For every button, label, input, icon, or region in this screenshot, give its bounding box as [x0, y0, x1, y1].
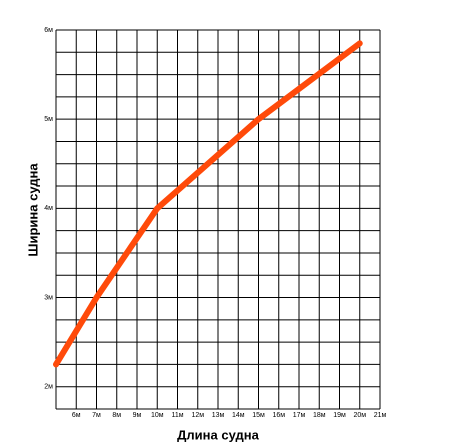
x-tick-label: 16м	[272, 412, 285, 419]
x-tick-label: 17м	[293, 412, 306, 419]
y-tick-label: 4м	[44, 205, 53, 212]
x-tick-label: 7м	[92, 412, 101, 419]
data-line	[53, 40, 363, 368]
y-tick-label: 5м	[44, 116, 53, 123]
x-tick-label: 20м	[353, 412, 366, 419]
y-tick-label: 3м	[44, 294, 53, 301]
x-tick-label: 19м	[333, 412, 346, 419]
x-tick-label: 13м	[212, 412, 225, 419]
x-tick-label: 6м	[72, 412, 81, 419]
x-tick-label: 14м	[232, 412, 245, 419]
x-tick-label: 12м	[191, 412, 204, 419]
x-tick-label: 11м	[171, 412, 183, 419]
x-tick-label: 9м	[133, 412, 142, 419]
x-axis-title: Длина судна	[177, 427, 259, 442]
y-tick-label: 6м	[44, 27, 53, 34]
y-axis-title: Ширина судна	[25, 163, 40, 257]
x-tick-label: 8м	[112, 412, 121, 419]
x-tick-label: 15м	[252, 412, 265, 419]
y-tick-label: 2м	[44, 384, 53, 391]
x-tick-label: 10м	[151, 412, 164, 419]
x-tick-label: 21м	[374, 412, 387, 419]
x-tick-label: 18м	[313, 412, 326, 419]
